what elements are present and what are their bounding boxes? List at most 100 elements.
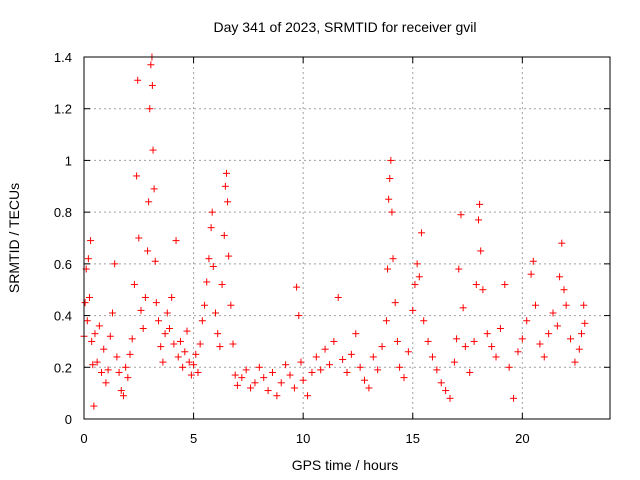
data-point [312,353,320,361]
x-tick-label: 0 [80,431,87,446]
y-tick-label: 0.6 [54,257,72,272]
data-point [571,358,579,366]
data-point [352,330,360,338]
data-point [119,392,127,400]
data-point [141,293,149,301]
data-point [155,317,163,325]
data-point [277,379,285,387]
data-point [170,340,178,348]
data-point [247,384,255,392]
data-point [148,81,156,89]
data-point [89,361,97,369]
y-tick-label: 1.2 [54,102,72,117]
data-point [529,257,537,265]
data-point [531,301,539,309]
data-point [396,363,404,371]
data-point [475,216,482,224]
data-point [190,361,198,369]
data-point [134,76,142,84]
data-point [176,337,184,345]
data-point [415,273,423,281]
data-point [181,348,189,356]
data-point [420,317,428,325]
data-point [558,239,566,247]
x-tick-label: 20 [515,431,529,446]
data-point [135,234,143,242]
data-point [88,337,96,345]
data-point [461,343,469,351]
data-point [391,299,399,307]
y-tick-label: 1.4 [54,50,72,65]
data-point [84,255,92,263]
data-point [224,198,232,206]
data-point [527,270,535,278]
data-point [413,260,421,268]
data-point [90,402,98,410]
data-point [418,229,426,237]
data-point [386,175,394,183]
data-point [229,340,237,348]
data-point [225,252,233,260]
data-point [290,384,298,392]
data-point [330,337,338,345]
data-point [400,374,408,382]
data-point [459,304,467,312]
data-point [165,325,173,332]
data-point [268,368,276,376]
data-point [185,358,193,366]
data-point [384,265,392,273]
data-point [575,345,583,353]
data-point [201,301,209,309]
data-point [393,337,401,345]
data-points [80,53,589,410]
data-point [378,343,386,351]
data-point [214,330,222,338]
data-point [212,309,219,317]
data-point [505,363,513,371]
data-point [139,325,147,332]
data-point [81,299,89,307]
data-point [455,265,463,273]
chart-title: Day 341 of 2023, SRMTID for receiver gvi… [214,19,477,35]
data-point [149,146,157,154]
data-point [208,208,216,216]
data-point [145,198,153,206]
data-point [113,353,121,361]
data-point [374,366,382,374]
data-point [339,356,347,364]
data-point [255,363,263,371]
data-point [317,366,325,374]
data-point [282,361,290,369]
data-point [194,368,202,376]
y-ticks: 0 0.2 0.4 0.6 0.8 1 1.2 1.4 [54,50,610,427]
data-point [122,363,130,371]
data-point [446,394,454,402]
data-point [356,363,364,371]
data-point [424,337,432,345]
data-point [536,340,544,348]
data-point [100,345,108,353]
data-point [128,335,136,343]
data-point [93,358,101,366]
data-point [334,293,342,301]
data-point [361,376,369,384]
data-point [286,371,294,379]
data-point [126,350,134,358]
data-point [501,281,509,289]
data-point [428,353,436,361]
data-point [387,156,395,164]
data-point [496,325,504,332]
grid [84,57,610,419]
data-point [242,366,250,374]
data-point [325,361,333,369]
y-tick-label: 0.8 [54,205,72,220]
data-point [198,317,206,325]
data-point [580,301,588,309]
data-point [293,283,301,291]
data-point [147,61,155,69]
x-ticks: 0 5 10 15 20 [80,57,530,446]
data-point [209,262,217,270]
y-tick-label: 0.4 [54,309,72,324]
